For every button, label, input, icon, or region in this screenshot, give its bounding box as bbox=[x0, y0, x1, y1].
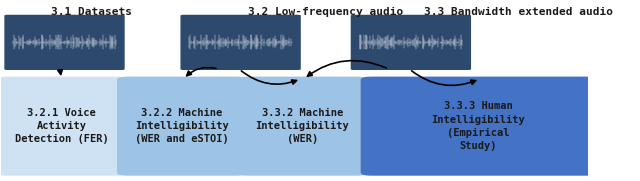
FancyBboxPatch shape bbox=[117, 77, 247, 176]
Text: 3.2 Low-frequency audio: 3.2 Low-frequency audio bbox=[248, 7, 403, 17]
FancyBboxPatch shape bbox=[237, 77, 367, 176]
Text: 3.3.3 Human
Intelligibility
(Empirical
Study): 3.3.3 Human Intelligibility (Empirical S… bbox=[431, 101, 525, 151]
FancyBboxPatch shape bbox=[0, 77, 127, 176]
Text: 3.1 Datasets: 3.1 Datasets bbox=[51, 7, 132, 17]
Text: 3.3.2 Machine
Intelligibility
(WER): 3.3.2 Machine Intelligibility (WER) bbox=[255, 108, 349, 144]
Text: 3.2.1 Voice
Activity
Detection (FER): 3.2.1 Voice Activity Detection (FER) bbox=[15, 108, 108, 144]
FancyBboxPatch shape bbox=[361, 77, 596, 176]
Text: 3.2.2 Machine
Intelligibility
(WER and eSTOI): 3.2.2 Machine Intelligibility (WER and e… bbox=[135, 108, 228, 144]
FancyBboxPatch shape bbox=[351, 15, 471, 70]
Text: 3.3 Bandwidth extended audio: 3.3 Bandwidth extended audio bbox=[424, 7, 613, 17]
FancyBboxPatch shape bbox=[4, 15, 125, 70]
FancyBboxPatch shape bbox=[180, 15, 301, 70]
